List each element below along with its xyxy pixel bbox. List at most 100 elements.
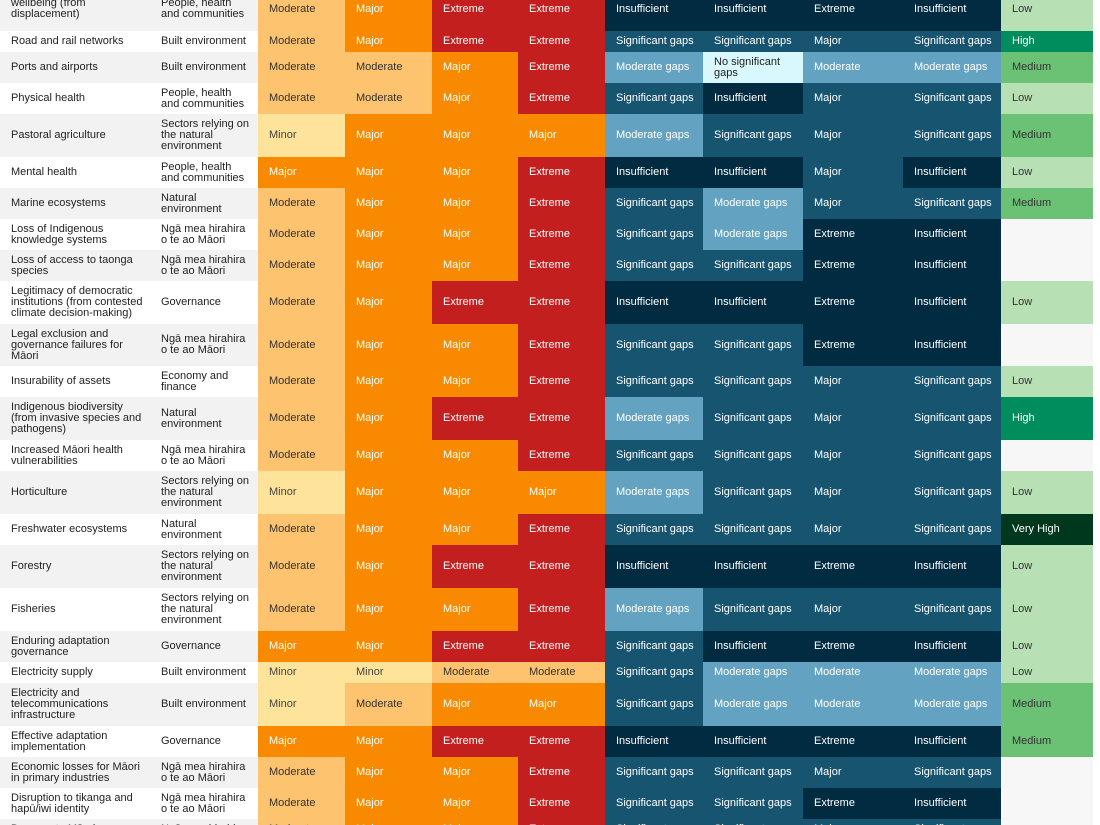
risk-name-cell: Marine ecosystems [0,188,156,219]
risk-name-cell: Electricity and telecommunications infra… [0,683,156,726]
risk-level-2050-cell: Moderate [345,52,432,83]
domain-cell: Built environment [156,52,258,83]
risk-level-2100-low-cell: Major [432,683,518,726]
table-row: Insurability of assets Economy and financ… [0,366,1100,397]
confidence-cell [1001,788,1093,819]
risk-name-cell: Indigenous biodiversity (from invasive s… [0,397,156,440]
risk-level-now-cell: Moderate [258,366,345,397]
risk-level-2050-cell: Major [345,440,432,471]
urgency-cell: Major [803,819,903,825]
adaptation-overall-cell: Moderate gaps [903,662,1001,683]
risk-level-2100-low-cell: Major [432,788,518,819]
risk-level-2100-low-cell: Major [432,471,518,514]
urgency-cell: Extreme [803,545,903,588]
adaptation-overall-cell: Significant gaps [903,366,1001,397]
table-row: Indigenous biodiversity (from invasive s… [0,397,1100,440]
domain-cell: Ngā mea hirahira o te ao Māori [161,443,246,467]
risk-level-2100-low-cell: Extreme [432,31,518,52]
confidence-cell: High [1001,397,1093,440]
table-row: Loss of Indigenous knowledge systems Ngā … [0,219,1100,250]
risk-level-2100-low-cell: Major [432,188,518,219]
adaptation-overall-cell: Significant gaps [903,31,1001,52]
adaptation-overall-cell: Significant gaps [903,440,1001,471]
urgency-cell: Extreme [803,726,903,757]
domain-cell: People, health and communities [161,86,245,110]
risk-name-cell: Increased Māori health vulnerabilities [11,443,123,467]
risk-level-now-cell: Moderate [258,188,345,219]
domain-cell: Built environment [156,683,258,726]
domain-cell: Natural environment [156,397,258,440]
risk-level-now-cell: Moderate [258,545,345,588]
risk-level-now-cell: Moderate [258,819,345,825]
domain-cell: People, health and communities [156,0,258,31]
adaptation-current-cell: Significant gaps [605,324,703,366]
urgency-cell: Major [803,157,903,188]
adaptation-current-cell: Significant gaps [605,83,703,114]
table-row: Mental health People, health and communit… [0,157,1100,188]
confidence-cell: High [1001,31,1093,52]
adaptation-planned-cell: Significant gaps [703,440,803,471]
table-row: Horticulture Sectors relying on the natur… [0,471,1100,514]
adaptation-overall-cell: Significant gaps [903,514,1001,545]
domain-cell: Sectors relying on the natural environme… [156,114,258,157]
adaptation-current-cell: Moderate gaps [605,114,703,157]
confidence-cell [1001,219,1093,250]
domain-cell: Natural environment [156,188,258,219]
adaptation-planned-cell: Insufficient [703,157,803,188]
adaptation-planned-cell: Significant gaps [703,588,803,631]
adaptation-overall-cell: Insufficient [903,631,1001,662]
urgency-cell: Major [803,471,903,514]
adaptation-planned-cell: Moderate gaps [703,683,803,726]
risk-name-cell: Fisheries [11,603,56,615]
risk-level-2100-high-cell: Extreme [518,281,605,324]
risk-level-2100-low-cell: Major [432,588,518,631]
risk-level-2100-high-cell: Major [518,683,605,726]
adaptation-overall-cell: Significant gaps [903,819,1001,825]
risk-level-now-cell: Minor [258,662,345,683]
risk-level-2050-cell: Major [345,114,432,157]
confidence-cell: Low [1001,588,1093,631]
domain-cell: Built environment [161,35,246,47]
risk-level-2050-cell: Major [345,397,432,440]
risk-name-cell: Damage to Māori [0,819,156,825]
risk-level-2050-cell: Major [345,757,432,788]
table-row: wellbeing (from displacement) People, hea… [0,0,1100,31]
adaptation-planned-cell: Significant gaps [703,757,803,788]
urgency-cell: Major [803,366,903,397]
confidence-cell: Low [1001,631,1093,662]
adaptation-current-cell: Significant gaps [605,31,703,52]
risk-level-2100-low-cell: Major [432,157,518,188]
adaptation-planned-cell: Significant gaps [703,250,803,281]
domain-cell: Natural environment [161,517,222,541]
domain-cell: Sectors relying on the natural environme… [156,471,258,514]
adaptation-planned-cell: Moderate gaps [703,188,803,219]
risk-name-cell: Pastoral agriculture [0,114,156,157]
adaptation-current-cell: Moderate gaps [605,52,703,83]
risk-level-2100-high-cell: Extreme [518,0,605,31]
adaptation-planned-cell: Insufficient [703,83,803,114]
risk-level-2100-low-cell: Moderate [432,662,518,683]
risk-level-2050-cell: Major [345,545,432,588]
adaptation-overall-cell: Significant gaps [903,757,1001,788]
risk-level-2100-high-cell: Extreme [518,757,605,788]
risk-name-cell: Ports and airports [0,52,156,83]
risk-level-2050-cell: Major [345,188,432,219]
adaptation-planned-cell: Significant gaps [703,471,803,514]
risk-level-2050-cell: Major [345,726,432,757]
risk-level-2100-high-cell: Extreme [518,250,605,281]
adaptation-overall-cell: Insufficient [903,0,1001,31]
risk-level-2100-low-cell: Major [432,366,518,397]
table-row: Disruption to tikanga and hapū/iwi ident… [0,788,1100,819]
risk-name-cell: Loss of Indigenous knowledge systems [11,222,107,246]
risk-name-cell: Freshwater ecosystems [11,523,128,535]
risk-level-2100-low-cell: Major [432,250,518,281]
risk-level-now-cell: Moderate [258,52,345,83]
adaptation-current-cell: Insufficient [605,545,703,588]
adaptation-planned-cell: Significant gaps [703,819,803,825]
confidence-cell: Low [1001,0,1093,31]
domain-cell: Governance [156,631,258,662]
risk-level-2100-high-cell: Extreme [518,819,605,825]
adaptation-planned-cell: No significant gaps [703,52,803,83]
risk-level-2050-cell: Major [345,819,432,825]
